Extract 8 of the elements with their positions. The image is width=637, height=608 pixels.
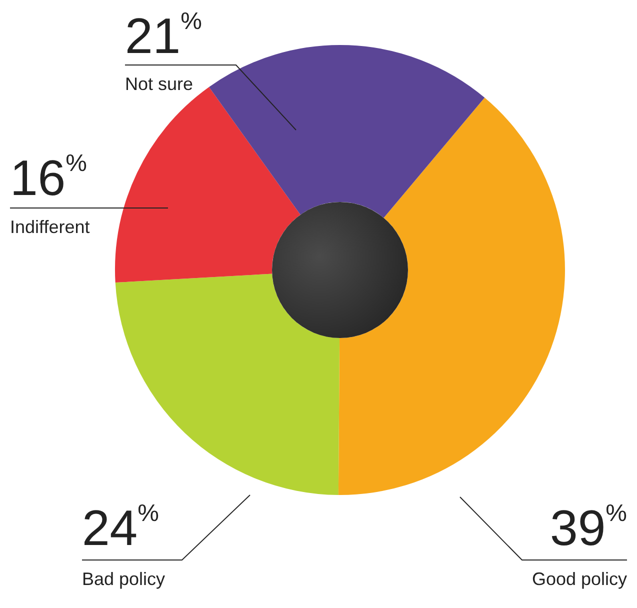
data-label: 16% bbox=[10, 150, 87, 206]
slice-label: Not sure bbox=[125, 74, 194, 94]
data-label: 21% bbox=[125, 8, 202, 64]
data-label: 24% bbox=[82, 500, 159, 556]
slice-label: Good policy bbox=[532, 569, 627, 589]
data-label: 39% bbox=[550, 500, 628, 556]
slice-label: Bad policy bbox=[82, 569, 166, 589]
slice-label: Indifferent bbox=[10, 217, 90, 237]
